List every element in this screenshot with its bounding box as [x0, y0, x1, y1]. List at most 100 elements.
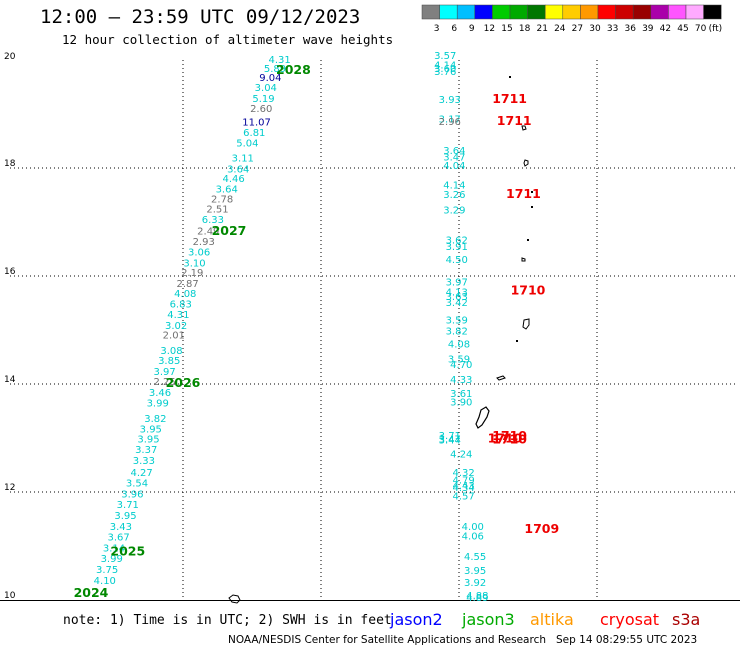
wave-height-value: 4.06: [462, 532, 484, 543]
wave-height-value: 3.10: [183, 258, 205, 269]
wave-height-value: 3.99: [147, 399, 169, 410]
legend-tick-label: 30: [589, 24, 601, 34]
wave-height-value: 3.93: [439, 95, 461, 106]
wave-height-value: 3.06: [188, 247, 210, 258]
legend-tick-label: 24: [554, 24, 566, 34]
wave-height-value: 4.55: [464, 552, 486, 563]
pass-labels: 2028202720262025202417111711171117101710…: [74, 62, 560, 600]
wave-height-value: 4.31: [167, 310, 189, 321]
pass-number-label: 1709: [524, 521, 559, 536]
pass-number-label: 1711: [492, 91, 527, 106]
satellite-name: altika: [530, 610, 574, 629]
wave-height-value: 4.13: [446, 287, 468, 298]
wave-height-value: 3.26: [443, 190, 465, 201]
wave-height-value: 3.33: [133, 456, 155, 467]
wave-height-color-legend: 3 6 9 12 15 18 21 24 27 30 33 36 39 42 45 70 (ft): [421, 4, 723, 34]
wave-height-value: 3.37: [135, 445, 157, 456]
wave-height-value: 3.64: [216, 184, 238, 195]
lat-tick-label: 16: [4, 267, 16, 277]
wave-height-value: 3.63: [446, 292, 468, 303]
wave-height-value: 4.79: [452, 475, 474, 486]
wave-height-value: 4.57: [452, 492, 474, 503]
island-shape: [522, 318, 530, 330]
guam-outline: [475, 406, 490, 429]
wave-height-value: 3.95: [464, 566, 486, 577]
legend-tick-label: 6: [451, 24, 457, 34]
wave-height-value: 3.47: [443, 152, 465, 163]
wave-height-value: 3.02: [165, 321, 187, 332]
legend-tick-label: 21: [536, 24, 547, 34]
wave-height-value: 4.08: [448, 339, 470, 350]
island-shape: [509, 76, 511, 78]
wave-height-value: 2.93: [193, 237, 215, 248]
footer-credit: NOAA/NESDIS Center for Satellite Applica…: [228, 634, 698, 646]
island-shape: [228, 594, 241, 604]
island-shape: [496, 375, 506, 381]
wave-height-value: 6.81: [243, 128, 265, 139]
pass-number-label: 2024: [74, 585, 109, 600]
wave-height-value: 3.95: [140, 425, 162, 436]
page-subtitle: 12 hour collection of altimeter wave hei…: [62, 32, 394, 47]
wave-height-value: 3.95: [114, 511, 136, 522]
wave-height-value: 4.24: [450, 449, 472, 460]
wave-height-value: 3.85: [158, 356, 180, 367]
wave-height-value: 4.46: [222, 174, 244, 185]
satellite-name: cryosat: [600, 610, 660, 629]
lat-tick-label: 18: [4, 159, 16, 169]
island-shape: [521, 257, 526, 262]
altimeter-map: 135138141144147150201816141210 4.315.899…: [0, 51, 740, 604]
wave-height-value: 4.34: [452, 483, 474, 494]
wave-height-value: 3.90: [450, 398, 472, 409]
pass-number-label: 2027: [212, 223, 247, 238]
lat-tick-label: 20: [4, 52, 16, 62]
wave-height-value: 2.49: [197, 226, 219, 237]
satellite-name: jason2: [390, 610, 443, 629]
legend-tick-label: 18: [519, 24, 531, 34]
island-outlines: [228, 76, 533, 604]
footer-note: note: 1) Time is in UTC; 2) SWH is in fe…: [63, 613, 392, 628]
legend-unit: (ft): [709, 24, 723, 34]
wave-height-value: 2.78: [211, 195, 233, 206]
legend-tick-label: 3: [434, 24, 440, 34]
lat-tick-label: 10: [4, 591, 16, 601]
legend-tick-label: 12: [484, 24, 495, 34]
wave-height-value: 2.96: [439, 117, 461, 128]
legend-tick-label: 9: [469, 24, 475, 34]
wave-height-value: 3.75: [96, 565, 118, 576]
satellite-name: s3a: [672, 610, 701, 629]
wave-height-value: 3.57: [434, 51, 456, 62]
wave-height-value: 3.76: [434, 67, 456, 78]
wave-height-value: 4.43: [452, 481, 474, 492]
wave-height-value: 4.88: [466, 591, 488, 602]
wave-height-value: 3.44: [439, 435, 461, 446]
wave-height-value: 3.91: [446, 242, 468, 253]
wave-height-value: 3.99: [101, 554, 123, 565]
legend-tick-label: 39: [642, 24, 654, 34]
legend-tick-label: 15: [501, 24, 512, 34]
pass-number-label: 1710: [492, 431, 527, 446]
wave-height-value: 3.92: [464, 578, 486, 589]
wave-height-value: 3.42: [446, 298, 468, 309]
wave-height-value: 4.50: [446, 255, 468, 266]
legend-tick-label: 33: [607, 24, 618, 34]
wave-height-value: 3.97: [446, 278, 468, 289]
island-shape: [531, 206, 533, 208]
island-shape: [527, 239, 529, 241]
wave-height-value: 3.47: [439, 434, 461, 445]
wave-height-value: 4.00: [462, 522, 484, 533]
wave-height-value: 3.96: [121, 489, 143, 500]
satellite-name: jason3: [462, 610, 515, 629]
wave-height-value: 4.33: [450, 375, 472, 386]
wave-height-value: 2.60: [250, 104, 272, 115]
island-shape: [523, 159, 529, 167]
wave-height-value: 2.25: [153, 377, 175, 388]
wave-height-value: 2.51: [206, 204, 228, 215]
island-shape: [531, 191, 533, 193]
track-observations-west: 4.315.899.043.045.192.6011.076.815.043.1…: [94, 55, 291, 587]
legend-swatch: [703, 4, 722, 20]
wave-height-value: 6.33: [202, 215, 224, 226]
wave-height-value: 5.19: [252, 94, 274, 105]
wave-height-value: 3.62: [446, 236, 468, 247]
axis-labels: 135138141144147150201816141210: [4, 52, 16, 601]
wave-height-value: 4.89: [466, 593, 488, 604]
